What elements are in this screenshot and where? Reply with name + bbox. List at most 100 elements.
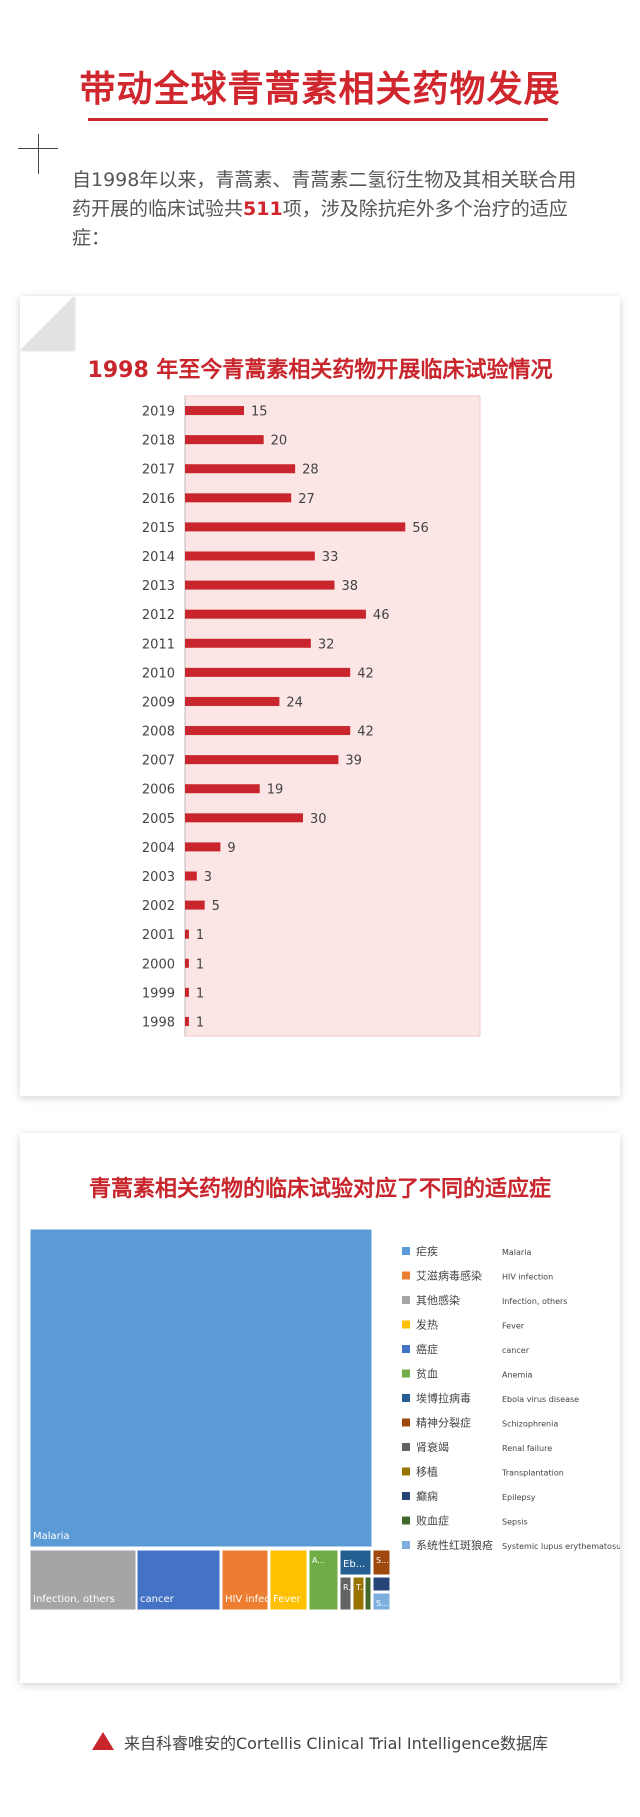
legend-swatch	[402, 1345, 410, 1353]
treemap-cell	[136, 1549, 221, 1611]
intro-text: 自1998年以来，青蒿素、青蒿素二氢衍生物及其相关联合用药开展的临床试验共511…	[72, 166, 592, 253]
y-tick-label: 2017	[142, 463, 175, 478]
legend-label-cn: 其他感染	[416, 1293, 460, 1307]
legend-label-en: Malaria	[502, 1248, 531, 1257]
bar-value-label: 3	[204, 870, 212, 885]
bar	[185, 900, 205, 910]
bar	[185, 813, 303, 823]
bar-value-label: 27	[298, 492, 315, 507]
legend-label-cn: 肾衰竭	[416, 1440, 449, 1454]
y-tick-label: 2002	[142, 899, 175, 914]
legend-label-cn: 疟疾	[416, 1244, 438, 1258]
bar-value-label: 42	[357, 725, 374, 740]
treemap-cell	[29, 1228, 373, 1548]
bar-value-label: 1	[196, 928, 204, 943]
legend-swatch	[402, 1467, 410, 1476]
title-underline	[88, 118, 548, 121]
intro-number: 511	[243, 198, 283, 220]
bar	[185, 522, 406, 532]
legend-swatch	[402, 1394, 410, 1402]
treemap-cell	[372, 1592, 391, 1611]
y-tick-label: 1998	[142, 1015, 175, 1030]
y-tick-label: 2000	[142, 957, 175, 972]
bar-value-label: 1	[196, 957, 204, 972]
treemap-cell-label: cancer	[140, 1594, 175, 1605]
treemap-cell	[364, 1576, 372, 1611]
legend-label-en: Fever	[502, 1322, 525, 1331]
treemap-cell	[372, 1576, 391, 1592]
legend-swatch	[402, 1271, 410, 1280]
y-tick-label: 2016	[142, 492, 175, 507]
bar	[185, 638, 311, 648]
legend-label-cn: 贫血	[416, 1367, 438, 1381]
legend-swatch	[402, 1443, 410, 1451]
bar	[185, 580, 335, 590]
bar-value-label: 24	[286, 695, 303, 710]
bar-value-label: 1	[196, 1015, 204, 1030]
bar	[185, 493, 292, 503]
y-tick-label: 2013	[142, 579, 175, 594]
bar-value-label: 39	[345, 754, 362, 769]
y-tick-label: 2019	[142, 405, 175, 420]
intro-text-after: 项，涉及除抗疟外多个治疗的适应症：	[72, 198, 568, 249]
legend-label-en: Transplantation	[501, 1469, 564, 1478]
y-tick-label: 2001	[142, 928, 175, 943]
bar-value-label: 38	[341, 579, 358, 594]
legend-swatch	[402, 1492, 410, 1500]
legend-label-en: Renal failure	[502, 1444, 552, 1453]
bar-value-label: 32	[318, 637, 335, 652]
bar-value-label: 42	[357, 666, 374, 681]
legend-label-en: Anemia	[502, 1371, 532, 1380]
bar	[185, 755, 339, 765]
bar-value-label: 5	[212, 899, 220, 914]
legend-swatch	[402, 1296, 410, 1304]
folded-corner-icon	[20, 296, 74, 350]
treemap-cell-label: S...	[376, 1599, 389, 1608]
bar-value-label: 9	[227, 841, 235, 856]
y-tick-label: 2015	[142, 521, 175, 536]
legend-label-en: Sepsis	[502, 1518, 528, 1527]
bar	[185, 667, 351, 677]
y-tick-label: 1999	[142, 986, 175, 1001]
bar	[185, 464, 296, 474]
bar	[185, 987, 189, 997]
legend-label-en: Systemic lupus erythematosus	[502, 1542, 620, 1551]
bar-value-label: 15	[251, 405, 268, 420]
bar-value-label: 28	[302, 463, 319, 478]
y-tick-label: 2009	[142, 695, 175, 710]
y-tick-label: 2012	[142, 608, 175, 623]
bar	[185, 726, 351, 736]
bar	[185, 842, 221, 852]
y-tick-label: 2006	[142, 783, 175, 798]
treemap-cell-label: Fever	[273, 1594, 301, 1605]
bar	[185, 406, 244, 416]
legend-label-cn: 埃博拉病毒	[416, 1391, 471, 1405]
treemap-cell	[339, 1576, 352, 1611]
y-tick-label: 2007	[142, 754, 175, 769]
bar	[185, 696, 280, 706]
treemap-cell	[352, 1576, 365, 1611]
intro-text-before: 自1998年以来，青蒿素、青蒿素二氢衍生物及其相关联合用药开展的临床试验共	[72, 169, 577, 220]
bar-value-label: 56	[412, 521, 429, 536]
y-tick-label: 2011	[142, 637, 175, 652]
legend-label-cn: 癫痫	[416, 1489, 438, 1503]
bar-chart-title: 1998 年至今青蒿素相关药物开展临床试验情况	[87, 358, 553, 383]
legend-swatch	[402, 1541, 410, 1549]
bar	[185, 871, 197, 881]
y-tick-label: 2014	[142, 550, 175, 565]
y-tick-label: 2018	[142, 434, 175, 449]
treemap-cell-label: T...	[355, 1583, 368, 1592]
treemap-card: 青蒿素相关药物的临床试验对应了不同的适应症 Malaria Infection, …	[20, 1133, 620, 1683]
treemap-chart: Malaria Infection, others cancer HIV infect…	[29, 1228, 620, 1611]
y-tick-label: 2010	[142, 666, 175, 681]
triangle-icon	[91, 1732, 114, 1750]
treemap-cell-label: Infection, others	[33, 1594, 115, 1605]
plot-area	[184, 395, 481, 1037]
legend-label-cn: 移植	[416, 1465, 438, 1479]
y-tick-label: 2003	[142, 870, 175, 885]
legend-swatch	[402, 1369, 410, 1378]
legend-label-en: cancer	[502, 1346, 530, 1355]
legend-label-cn: 发热	[416, 1318, 438, 1332]
bar	[185, 609, 366, 619]
